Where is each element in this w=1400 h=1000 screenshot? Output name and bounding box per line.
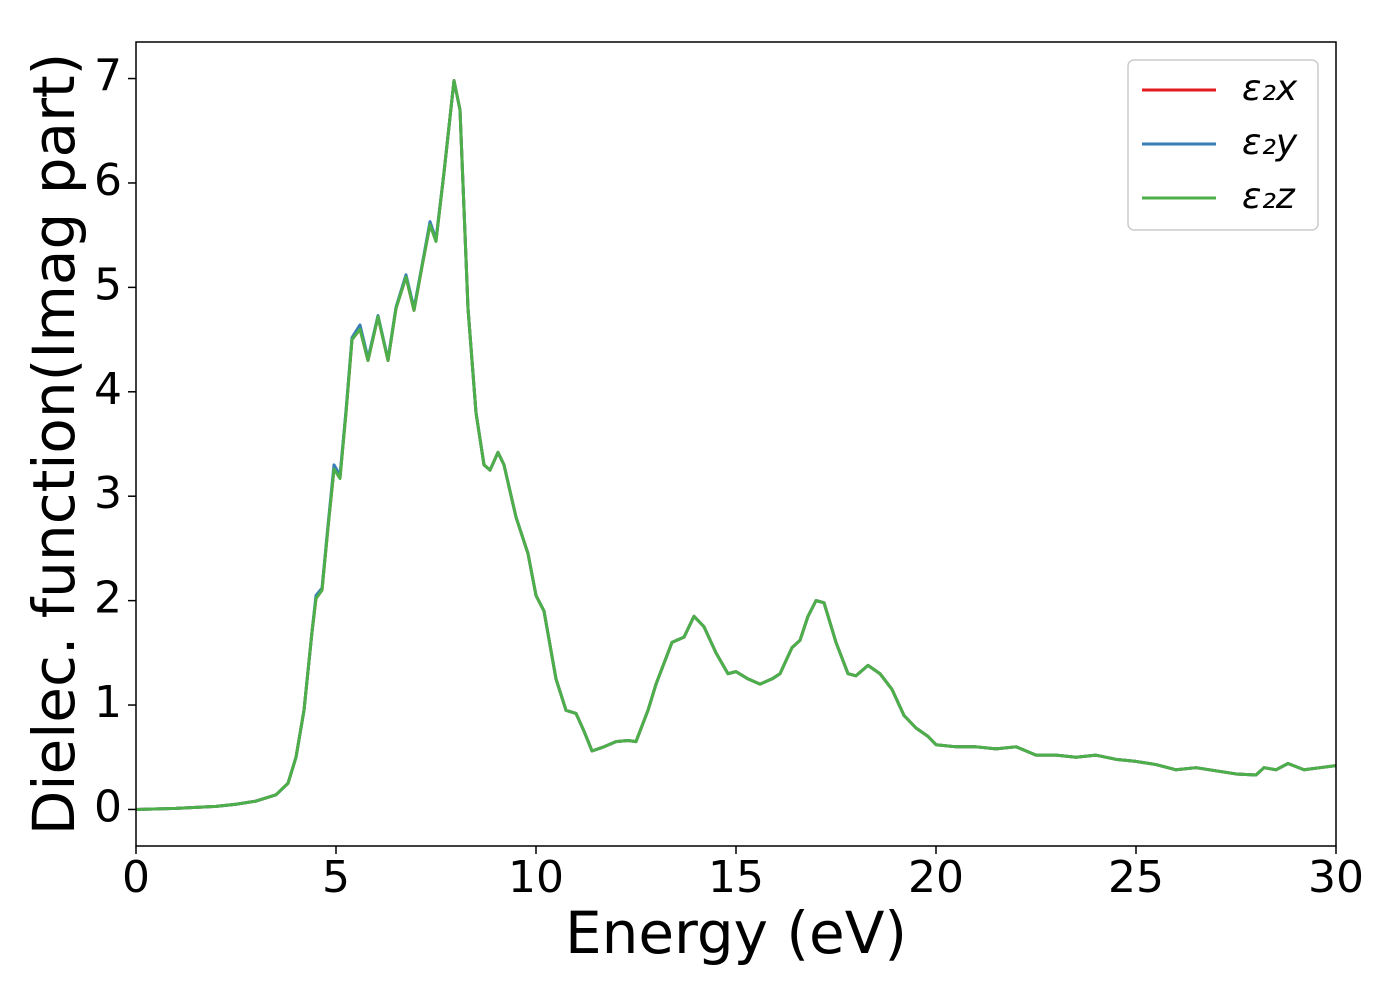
x-tick-label: 15	[708, 852, 764, 903]
x-tick-label: 30	[1308, 852, 1364, 903]
legend-label: ε₂y	[1242, 122, 1298, 163]
y-tick-label: 2	[94, 573, 122, 624]
x-tick-label: 0	[122, 852, 150, 903]
legend-label: ε₂z	[1242, 176, 1296, 217]
y-tick-label: 3	[94, 468, 122, 519]
x-tick-label: 10	[508, 852, 564, 903]
legend-box	[1127, 59, 1319, 231]
x-tick-label: 25	[1108, 852, 1164, 903]
y-tick-label: 4	[94, 364, 122, 415]
y-tick-label: 1	[94, 677, 122, 728]
y-tick-label: 5	[94, 259, 122, 310]
y-tick-label: 6	[94, 155, 122, 206]
x-tick-label: 20	[908, 852, 964, 903]
y-axis-label: Dielec. function(Imag part)	[20, 53, 88, 836]
x-tick-label: 5	[322, 852, 350, 903]
legend-label: ε₂x	[1242, 68, 1298, 109]
y-tick-label: 0	[94, 781, 122, 832]
series-line	[136, 79, 1336, 811]
y-tick-label: 7	[94, 51, 122, 102]
plot-frame	[135, 41, 1337, 847]
x-axis-label: Energy (eV)	[565, 899, 907, 967]
